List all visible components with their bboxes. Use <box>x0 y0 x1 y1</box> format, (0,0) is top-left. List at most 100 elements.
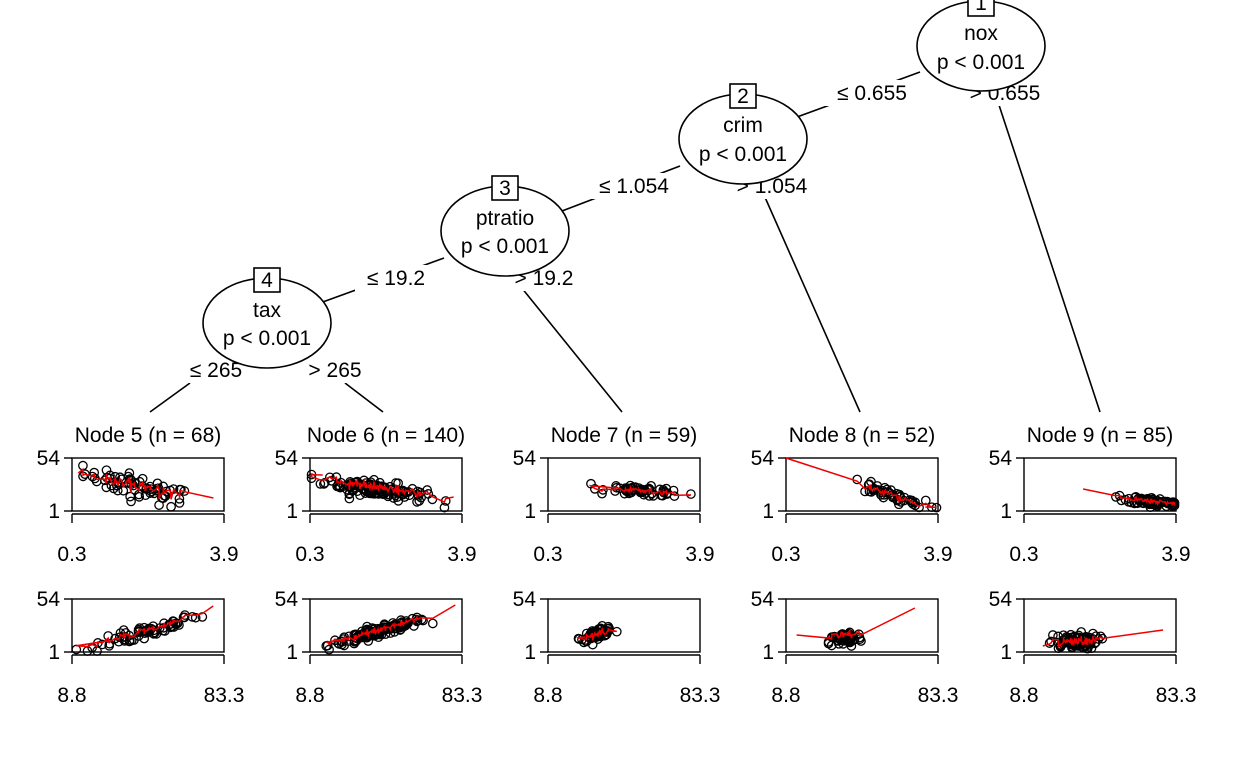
plot-frame <box>1023 457 1177 512</box>
data-point <box>336 636 346 647</box>
data-point <box>344 493 355 504</box>
terminal-node-8: Node 8 (n = 52) 54 1 0.3 3.9 54 1 8.8 83.3 <box>751 424 959 707</box>
x-tick-label: 83.3 <box>204 684 245 707</box>
y-tick-label: 54 <box>751 447 775 470</box>
data-point <box>920 495 931 506</box>
y-tick-label: 54 <box>751 588 775 611</box>
data-point <box>1116 495 1127 506</box>
node-id-box <box>253 267 281 293</box>
fit-line <box>575 626 617 641</box>
data-point <box>906 497 917 508</box>
edge-2-8 <box>763 194 861 413</box>
data-point <box>1044 638 1055 648</box>
data-point <box>134 492 145 502</box>
node-id-box <box>967 0 995 17</box>
x-tick-label: 83.3 <box>680 684 721 707</box>
data-point <box>91 476 102 487</box>
node-id-box <box>491 175 519 201</box>
y-tick-label: 1 <box>48 500 60 523</box>
inner-node-1: 1 nox p < 0.001 <box>916 0 1046 92</box>
terminal-node-7: Node 7 (n = 59) 54 1 0.3 3.9 54 1 8.8 83.3 <box>513 424 721 707</box>
y-tick-label: 54 <box>513 447 537 470</box>
fit-line <box>588 484 692 497</box>
edge-4-6 <box>344 382 384 413</box>
scatter-panel-top: 54 1 0.3 3.9 <box>37 447 239 566</box>
data-point <box>113 636 124 647</box>
x-tick-label: 0.3 <box>533 543 562 566</box>
plot-frame <box>309 457 463 512</box>
plot-frame <box>71 457 225 512</box>
edge-label-4-gt: > 265 <box>308 359 361 382</box>
scatter-panel-bottom: 54 1 8.8 83.3 <box>989 588 1197 707</box>
x-tick-label: 0.3 <box>771 543 800 566</box>
y-tick-label: 54 <box>37 447 61 470</box>
node-id: 4 <box>261 269 273 292</box>
x-tick-label: 83.3 <box>442 684 483 707</box>
data-point <box>126 496 136 507</box>
scatter-panel-bottom: 54 1 8.8 83.3 <box>275 588 483 707</box>
y-tick-label: 1 <box>1000 641 1012 664</box>
fit-line <box>326 604 456 646</box>
y-tick-label: 1 <box>286 641 298 664</box>
node-variable: crim <box>723 114 763 137</box>
plot-frame <box>547 598 701 653</box>
terminal-node-9: Node 9 (n = 85) 54 1 0.3 3.9 54 1 8.8 83.3 <box>989 424 1197 707</box>
data-point <box>422 485 433 495</box>
data-point <box>1095 631 1106 642</box>
data-point <box>833 638 844 649</box>
x-tick-label: 3.9 <box>685 543 714 566</box>
y-tick-label: 54 <box>989 588 1013 611</box>
node-p-value: p < 0.001 <box>461 235 549 258</box>
data-point <box>151 485 161 496</box>
data-point <box>580 635 591 645</box>
plot-frame <box>547 457 701 512</box>
y-tick-label: 1 <box>524 641 536 664</box>
y-tick-label: 1 <box>48 641 60 664</box>
data-point <box>427 618 438 629</box>
y-tick-label: 1 <box>762 500 774 523</box>
data-point <box>611 481 621 491</box>
edge-label-3-le: ≤ 19.2 <box>367 267 425 290</box>
fit-line <box>1082 488 1176 507</box>
leaf-title: Node 5 (n = 68) <box>75 424 222 447</box>
data-point <box>586 478 596 489</box>
edge-4-5 <box>149 382 191 413</box>
data-point <box>369 488 380 499</box>
fit-line <box>796 607 916 641</box>
y-tick-label: 54 <box>989 447 1013 470</box>
y-tick-label: 54 <box>275 447 299 470</box>
x-tick-label: 8.8 <box>295 684 324 707</box>
data-point <box>669 491 680 501</box>
x-tick-label: 3.9 <box>923 543 952 566</box>
scatter-panel-top: 54 1 0.3 3.9 <box>751 447 953 566</box>
y-tick-label: 1 <box>286 500 298 523</box>
data-point <box>364 630 374 641</box>
plot-frame <box>71 598 225 653</box>
x-tick-label: 8.8 <box>533 684 562 707</box>
scatter-panel-top: 54 1 0.3 3.9 <box>989 447 1191 566</box>
data-point <box>178 612 189 623</box>
data-point <box>166 501 176 512</box>
y-tick-label: 54 <box>37 588 61 611</box>
y-tick-label: 1 <box>1000 500 1012 523</box>
data-point <box>886 485 896 495</box>
data-point <box>1153 499 1164 510</box>
y-tick-label: 1 <box>762 641 774 664</box>
x-tick-label: 83.3 <box>918 684 959 707</box>
data-point <box>190 612 201 623</box>
x-tick-label: 83.3 <box>1156 684 1197 707</box>
edge-label-2-le: ≤ 1.054 <box>599 175 669 198</box>
x-tick-label: 0.3 <box>295 543 324 566</box>
x-tick-label: 8.8 <box>1009 684 1038 707</box>
y-tick-label: 1 <box>524 500 536 523</box>
data-point <box>648 491 659 501</box>
fit-line <box>785 457 937 509</box>
data-point <box>895 492 905 502</box>
data-point <box>125 491 136 502</box>
node-id: 2 <box>737 85 749 108</box>
leaf-title: Node 9 (n = 85) <box>1027 424 1174 447</box>
leaf-title: Node 7 (n = 59) <box>551 424 698 447</box>
node-p-value: p < 0.001 <box>699 143 787 166</box>
x-tick-label: 8.8 <box>771 684 800 707</box>
